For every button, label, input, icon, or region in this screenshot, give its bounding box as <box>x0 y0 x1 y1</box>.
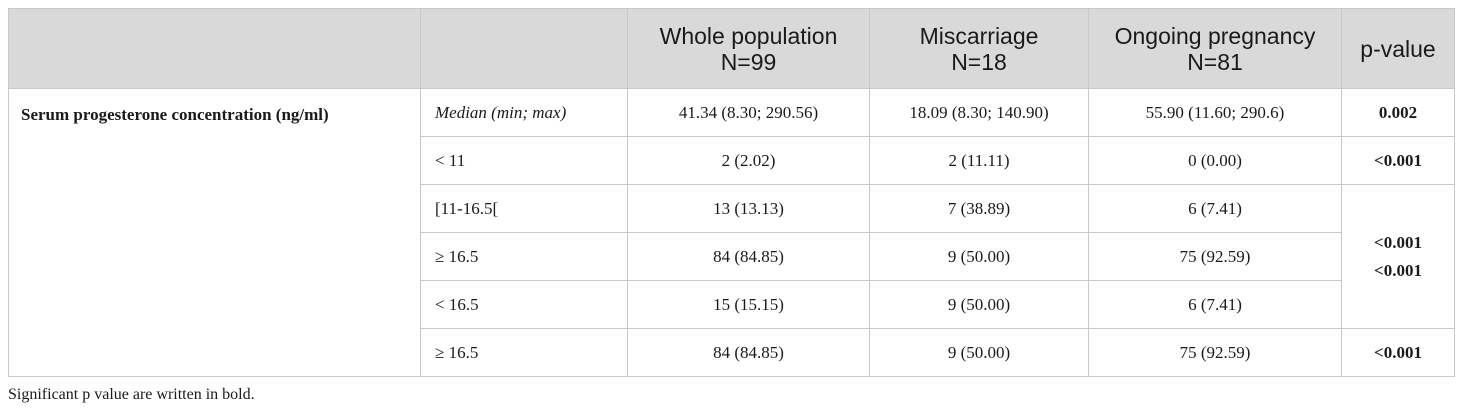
cell-ongoing: 0 (0.00) <box>1088 136 1342 185</box>
table-container: Whole population N=99 Miscarriage N=18 O… <box>8 8 1455 377</box>
cell-pvalue: <0.001 <box>1341 136 1455 185</box>
table-row: < 16.5 15 (15.15) 9 (50.00) 6 (7.41) <box>9 280 1455 329</box>
table-row: Serum progesterone concentration (ng/ml)… <box>8 88 1455 377</box>
cell-whole: 2 (2.02) <box>627 136 870 185</box>
cell-pvalue: 0.002 <box>1341 88 1455 137</box>
header-blank-1 <box>8 8 421 89</box>
progesterone-table: Whole population N=99 Miscarriage N=18 O… <box>8 8 1455 377</box>
header-whole-population: Whole population N=99 <box>627 8 870 89</box>
cell-whole: 41.34 (8.30; 290.56) <box>627 88 870 137</box>
pvalue-line: <0.001 <box>1374 260 1422 280</box>
cell-ongoing: 6 (7.41) <box>1088 280 1342 329</box>
cell-miscarriage: 7 (38.89) <box>869 184 1089 233</box>
header-row: Whole population N=99 Miscarriage N=18 O… <box>8 8 1455 89</box>
row-sublabel: [11-16.5[ <box>420 184 628 233</box>
cell-miscarriage: 9 (50.00) <box>869 328 1089 377</box>
cell-miscarriage: 2 (11.11) <box>869 136 1089 185</box>
cell-ongoing: 55.90 (11.60; 290.6) <box>1088 88 1342 137</box>
table-footnote: Significant p value are written in bold. <box>8 386 255 403</box>
row-label: Serum progesterone concentration (ng/ml) <box>8 88 421 377</box>
cell-miscarriage: 9 (50.00) <box>869 232 1089 281</box>
cell-ongoing: 6 (7.41) <box>1088 184 1342 233</box>
cell-miscarriage: 9 (50.00) <box>869 280 1089 329</box>
cell-ongoing: 75 (92.59) <box>1088 232 1342 281</box>
header-p-value: p-value <box>1341 8 1455 89</box>
cell-pvalue: <0.001 <box>1341 328 1455 377</box>
cell-miscarriage: 18.09 (8.30; 140.90) <box>869 88 1089 137</box>
row-sublabel: Median (min; max) <box>420 88 628 137</box>
row-sublabel: < 11 <box>420 136 628 185</box>
header-miscarriage: Miscarriage N=18 <box>869 8 1089 89</box>
cell-pvalue-merged: <0.001 <0.001 <box>1341 184 1455 329</box>
cell-whole: 15 (15.15) <box>627 280 870 329</box>
table-row: < 11 2 (2.02) 2 (11.11) 0 (0.00) <0.001 <box>9 136 1455 185</box>
header-blank-2 <box>420 8 628 89</box>
row-sublabel: ≥ 16.5 <box>420 232 628 281</box>
header-ongoing-pregnancy: Ongoing pregnancy N=81 <box>1088 8 1342 89</box>
pvalue-line: <0.001 <box>1374 232 1422 252</box>
row-sublabel: < 16.5 <box>420 280 628 329</box>
cell-whole: 84 (84.85) <box>627 328 870 377</box>
table-row: [11-16.5[ 13 (13.13) 7 (38.89) 6 (7.41) … <box>9 184 1455 329</box>
table-row: ≥ 16.5 84 (84.85) 9 (50.00) 75 (92.59) <… <box>9 328 1455 377</box>
row-sublabel: ≥ 16.5 <box>420 328 628 377</box>
cell-whole: 84 (84.85) <box>627 232 870 281</box>
cell-whole: 13 (13.13) <box>627 184 870 233</box>
cell-ongoing: 75 (92.59) <box>1088 328 1342 377</box>
